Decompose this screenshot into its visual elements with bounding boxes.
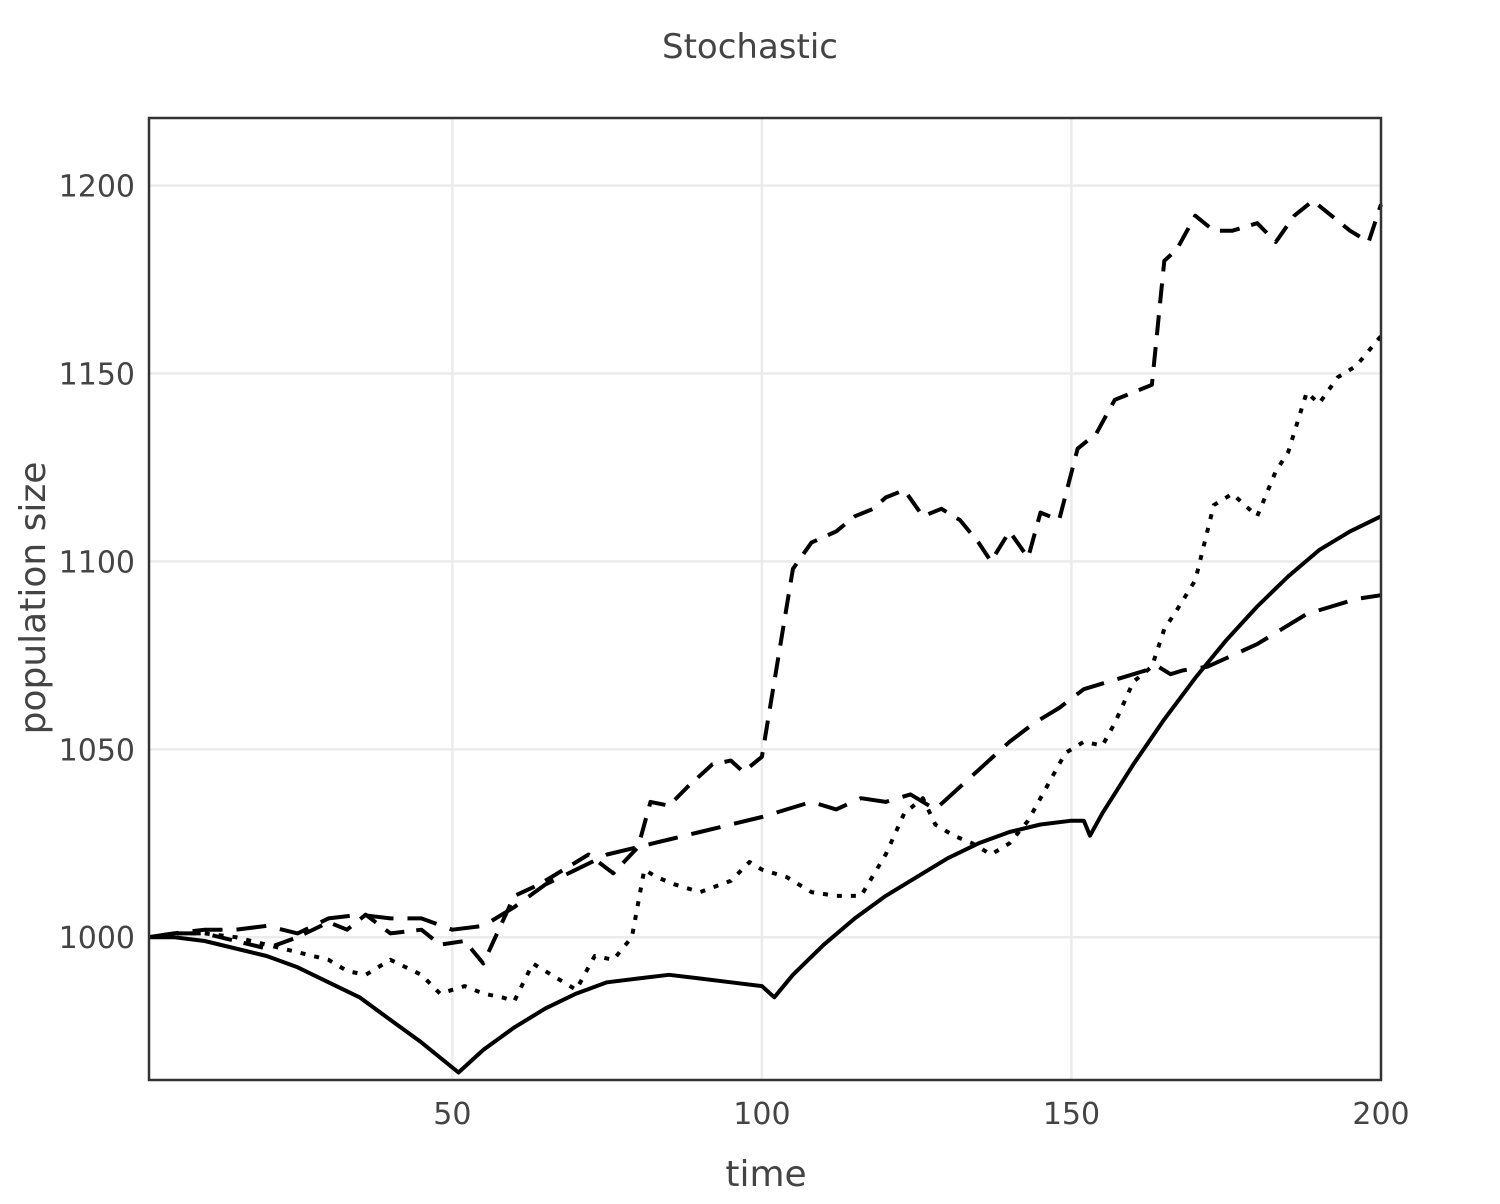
series-line-dashed	[148, 198, 1383, 966]
grid-lines	[149, 118, 1383, 1080]
x-tick-label: 150	[1043, 1097, 1100, 1132]
x-tick-label: 100	[733, 1097, 790, 1132]
x-axis-title: time	[725, 1154, 806, 1195]
x-tick-label: 50	[433, 1097, 471, 1132]
series-line-solid	[149, 514, 1382, 1075]
x-tick-label: 200	[1352, 1097, 1409, 1132]
y-axis-title: population size	[13, 462, 54, 735]
series-line-dotted	[148, 334, 1383, 1004]
tick-labels: 50 100 150 200 1000 1050 1100 1150 1200	[59, 170, 1410, 1132]
chart-title: Stochastic	[662, 27, 838, 67]
y-tick-label: 1150	[59, 358, 135, 393]
y-tick-label: 1000	[59, 921, 135, 956]
plot-frame	[147, 116, 1383, 1082]
y-tick-label: 1050	[59, 733, 135, 768]
series-lines	[148, 198, 1383, 1075]
y-tick-label: 1200	[59, 170, 135, 205]
y-tick-label: 1100	[59, 545, 135, 580]
series-line-longdash	[148, 593, 1382, 940]
